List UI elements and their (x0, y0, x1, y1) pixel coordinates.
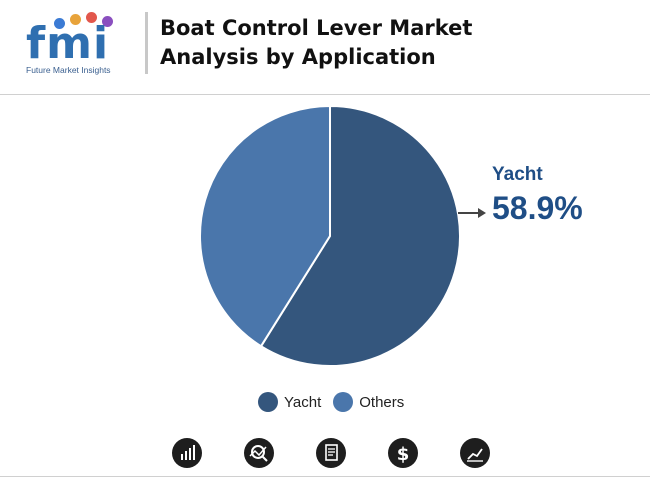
pie-slice-yacht (259, 104, 461, 367)
legend-swatch-others (333, 392, 354, 412)
legend: Yacht Others (258, 392, 416, 412)
logo-tagline: Future Market Insights (26, 65, 111, 75)
svg-text:$: $ (397, 444, 410, 465)
header-rule (0, 94, 650, 95)
header-divider (145, 12, 148, 74)
pie-slice-others (199, 104, 331, 348)
legend-label-yacht: Yacht (284, 393, 322, 411)
bar-chart-icon (172, 438, 202, 468)
legend-label-others: Others (359, 393, 405, 411)
callout-value: 58.9% (492, 190, 583, 226)
fmi-logo: fmi Future Market Insights (22, 10, 132, 78)
legend-item-others: Others (333, 392, 404, 412)
magnifier-chart-icon (244, 438, 274, 468)
dollar-icon: $ (388, 438, 418, 468)
footer-rule (0, 476, 650, 477)
legend-item-yacht: Yacht (258, 392, 321, 412)
document-icon (316, 438, 346, 468)
legend-swatch-yacht (258, 392, 278, 412)
page-title: Boat Control Lever Market Analysis by Ap… (160, 14, 580, 72)
trend-chart-icon (460, 438, 490, 468)
header: fmi Future Market Insights Boat Control … (0, 0, 650, 95)
callout-arrow (458, 208, 486, 218)
title-line-1: Boat Control Lever Market (160, 16, 473, 40)
title-line-2: Analysis by Application (160, 45, 436, 69)
logo-letters: fmi (26, 18, 110, 69)
callout-label: Yacht (492, 164, 543, 185)
